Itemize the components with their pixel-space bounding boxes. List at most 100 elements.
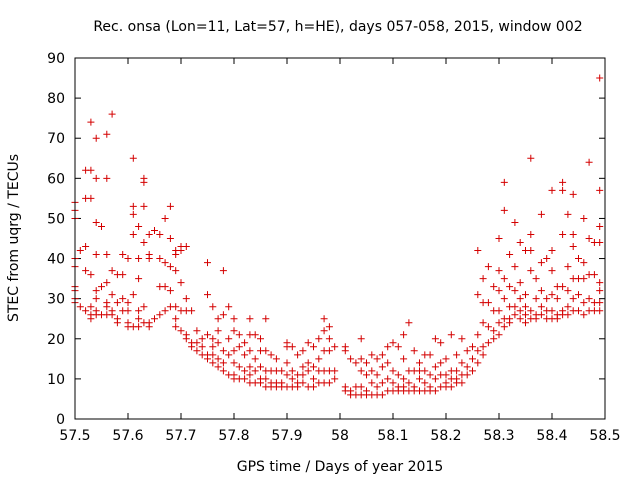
data-point: [204, 355, 211, 363]
data-point: [246, 347, 254, 355]
data-point: [103, 279, 111, 287]
data-point: [325, 379, 333, 387]
data-point: [453, 351, 461, 359]
y-axis-label: STEC from uqrg / TECUs: [6, 154, 22, 322]
data-point: [511, 287, 519, 295]
data-point: [357, 383, 365, 391]
data-point: [320, 315, 328, 323]
data-point: [257, 335, 264, 343]
data-point: [204, 259, 211, 267]
data-point: [108, 267, 116, 275]
data-point: [363, 359, 370, 367]
data-point: [474, 347, 482, 355]
data-point: [219, 311, 227, 319]
data-point: [527, 230, 535, 238]
y-tick-label: 90: [47, 51, 65, 67]
data-point: [400, 375, 408, 383]
data-point: [151, 226, 158, 234]
data-point: [262, 375, 270, 383]
data-point: [564, 210, 572, 218]
data-point: [479, 275, 487, 283]
data-point: [299, 363, 307, 371]
data-point: [177, 279, 185, 287]
x-tick-label: 58: [331, 428, 349, 444]
data-point: [214, 339, 222, 347]
data-point: [495, 235, 503, 242]
data-point: [129, 154, 137, 162]
data-point: [421, 379, 429, 387]
data-point: [288, 375, 296, 383]
data-point: [278, 367, 286, 375]
data-point: [151, 315, 158, 323]
data-point: [235, 343, 243, 351]
data-point: [527, 307, 535, 315]
data-point: [103, 130, 111, 138]
data-point: [304, 359, 312, 367]
data-point: [325, 347, 333, 355]
data-point: [214, 327, 222, 335]
data-point: [516, 307, 524, 315]
data-point: [92, 174, 100, 182]
data-point: [537, 287, 545, 295]
data-point: [299, 379, 307, 387]
data-point: [474, 331, 482, 339]
data-point: [288, 343, 296, 351]
data-point: [564, 303, 572, 311]
data-point: [124, 255, 132, 263]
data-point: [166, 202, 174, 210]
data-point: [182, 295, 190, 303]
data-point: [474, 291, 482, 299]
data-point: [182, 335, 190, 343]
data-point: [310, 363, 317, 371]
data-point: [119, 295, 127, 303]
data-point: [135, 323, 143, 331]
data-point: [431, 363, 439, 371]
data-point: [580, 275, 588, 283]
data-point: [156, 230, 164, 238]
data-point: [447, 383, 455, 391]
data-point: [537, 311, 545, 319]
data-point: [145, 255, 153, 263]
data-point: [182, 243, 190, 251]
data-point: [140, 178, 148, 186]
data-point: [527, 267, 535, 275]
data-point: [442, 371, 450, 379]
data-point: [140, 202, 148, 210]
data-point: [522, 303, 529, 311]
data-point: [474, 247, 482, 255]
data-point: [479, 319, 487, 327]
data-point: [352, 359, 360, 367]
data-point: [495, 287, 503, 295]
data-point: [214, 315, 222, 323]
data-point: [92, 134, 100, 142]
data-point: [272, 355, 280, 363]
data-point: [585, 235, 593, 242]
data-point: [193, 347, 201, 355]
data-point: [145, 230, 153, 238]
data-point: [479, 343, 487, 351]
data-point: [400, 355, 408, 363]
data-point: [559, 186, 567, 194]
data-point: [129, 210, 137, 218]
data-point: [569, 243, 577, 251]
x-tick-label: 57.5: [59, 428, 90, 444]
data-point: [87, 118, 95, 126]
data-point: [172, 267, 180, 275]
data-point: [214, 363, 222, 371]
data-point: [596, 74, 604, 82]
data-point: [389, 339, 397, 347]
data-point: [394, 371, 402, 379]
data-point: [262, 347, 270, 355]
y-tick-label: 80: [47, 91, 65, 107]
data-point: [559, 230, 567, 238]
data-point: [283, 371, 291, 379]
data-point: [161, 259, 169, 267]
data-point: [495, 267, 503, 275]
data-point: [384, 343, 392, 351]
data-point: [484, 263, 492, 271]
y-tick-label: 20: [47, 332, 65, 348]
data-point: [511, 311, 519, 319]
data-point: [124, 299, 132, 307]
data-point: [548, 307, 556, 315]
data-point: [246, 363, 254, 371]
